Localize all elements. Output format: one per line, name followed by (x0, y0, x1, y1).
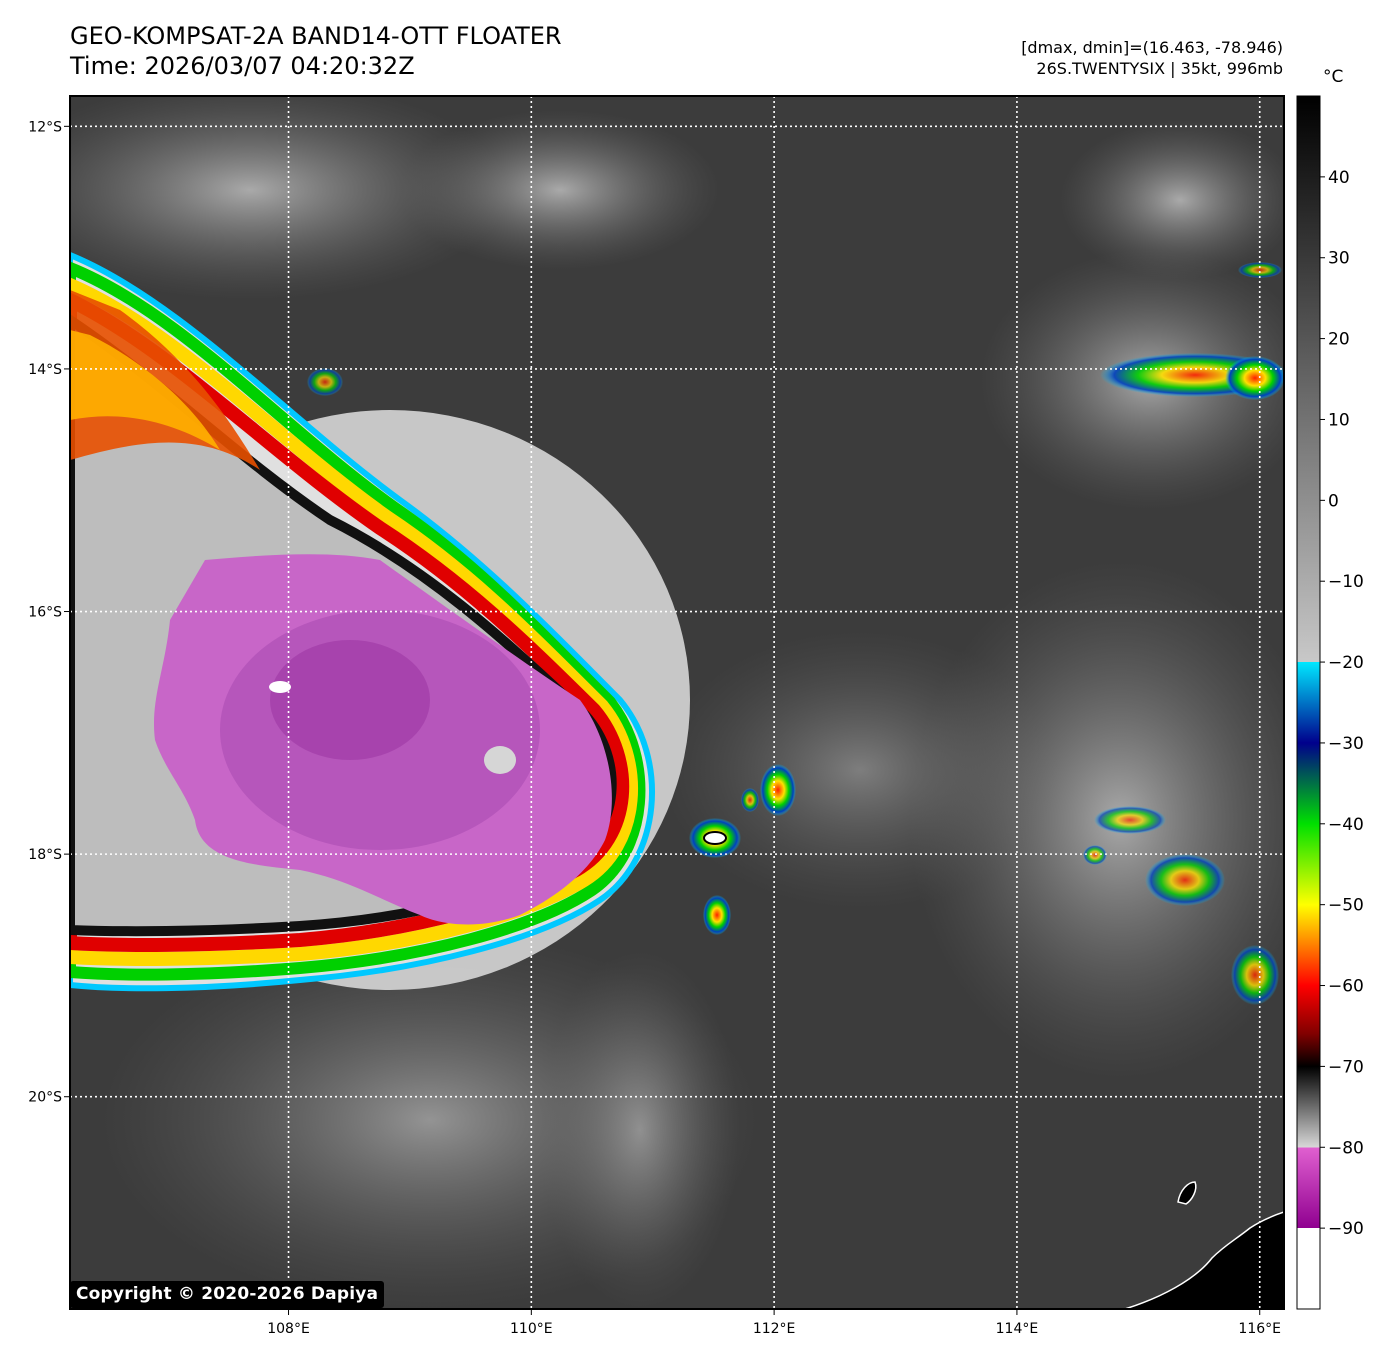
convective-cell (1094, 806, 1166, 834)
warm-spot (484, 746, 516, 774)
coastline (1124, 1211, 1284, 1309)
cloud-band (400, 110, 720, 270)
lat-tick-label: 16°S (28, 605, 62, 621)
colorbar-tick-label: 20 (1328, 330, 1350, 350)
cloud-band (70, 96, 510, 300)
longitude-ticks: 108°E 110°E 112°E 114°E 116°E (267, 1309, 1281, 1337)
colorbar-tick-label: 10 (1328, 410, 1350, 430)
time-label: Time: 2026/03/07 04:20:32Z (70, 52, 415, 80)
lon-tick-label: 110°E (510, 1321, 553, 1337)
map-frame (69, 95, 1285, 1310)
colorbar-ticks: 40 30 20 10 0 −10 −20 −30 −40 −50 −60 −70 −80 −90 (1320, 168, 1364, 1239)
convective-cell (307, 368, 343, 396)
convective-cell (1145, 854, 1225, 906)
copyright-label: Copyright © 2020-2026 Dapiya (70, 1281, 385, 1308)
colorbar-tick-label: −60 (1328, 977, 1364, 997)
colorbar-tick-label: −40 (1328, 815, 1364, 835)
convective-cell (1238, 262, 1282, 278)
colorbar-tick-label: −90 (1328, 1219, 1364, 1239)
colorbar-tick-label: 30 (1328, 249, 1350, 269)
storm-info-label: 26S.TWENTYSIX | 35kt, 996mb (1036, 59, 1283, 78)
convective-cell (703, 895, 731, 935)
colorbar-tick-label: −10 (1328, 572, 1364, 592)
gridlines (70, 96, 1284, 1309)
colorbar-tick-label: 40 (1328, 168, 1350, 188)
colorbar-tick-label: −20 (1328, 653, 1364, 673)
overshooting-top-region (220, 610, 540, 850)
lon-tick-label: 114°E (996, 1321, 1039, 1337)
convective-cell (760, 764, 796, 816)
convective-cell (741, 788, 759, 812)
convective-cell (1083, 845, 1107, 865)
dmax-dmin-label: [dmax, dmin]=(16.463, -78.946) (1021, 38, 1283, 57)
colorbar (1296, 95, 1321, 1310)
lat-tick-label: 14°S (28, 362, 62, 378)
cold-cloud-edge (70, 330, 220, 450)
product-title: GEO-KOMPSAT-2A BAND14-OTT FLOATER (70, 22, 562, 50)
cloud-band (540, 950, 740, 1309)
cold-cloud-edge (70, 261, 646, 981)
cloud-band (1060, 120, 1284, 280)
overshooting-top-region (270, 640, 430, 760)
convective-cell (1225, 356, 1284, 400)
colorbar-tick-label: −50 (1328, 896, 1364, 916)
lat-tick-label: 18°S (28, 847, 62, 863)
convective-cell (703, 831, 727, 845)
cold-cloud-edge (70, 292, 630, 952)
lat-tick-label: 12°S (28, 119, 62, 135)
colorbar-tick-label: −30 (1328, 734, 1364, 754)
island-outline (1177, 1181, 1197, 1205)
cold-cloud-edge (70, 290, 260, 470)
cold-cloud-edge (70, 277, 638, 966)
convective-cell (1231, 945, 1279, 1005)
cloud-band (660, 630, 1060, 910)
lon-tick-label: 112°E (753, 1321, 796, 1337)
lon-tick-label: 116°E (1238, 1321, 1281, 1337)
satellite-imagery (70, 96, 1284, 1309)
colorbar-tick-label: −70 (1328, 1057, 1364, 1077)
colorbar-tick-label: −80 (1328, 1138, 1364, 1158)
lat-tick-label: 20°S (28, 1090, 62, 1106)
warm-spot (269, 681, 291, 693)
latitude-ticks: 12°S 14°S 16°S 18°S 20°S (28, 119, 70, 1106)
colorbar-unit-label: °C (1323, 67, 1344, 87)
lon-tick-label: 108°E (267, 1321, 310, 1337)
colorbar-tick-label: 0 (1328, 491, 1339, 511)
